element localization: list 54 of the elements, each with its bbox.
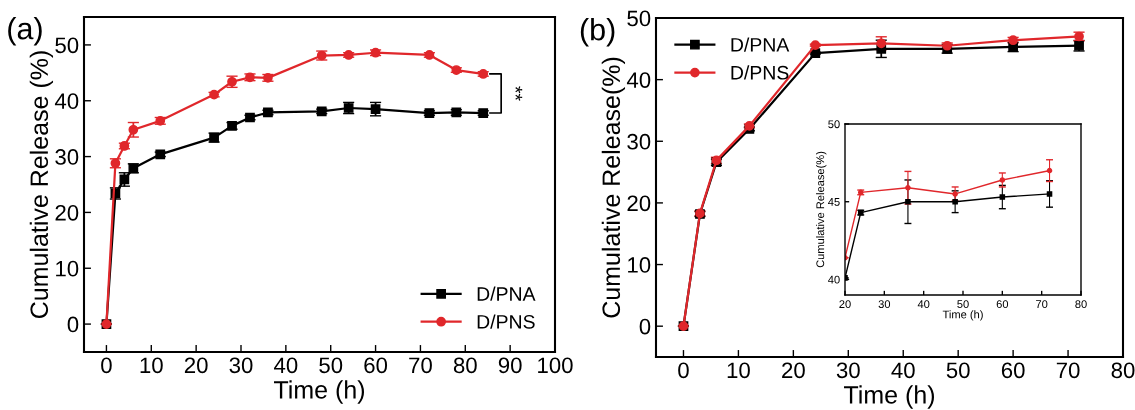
y-tick-label: 45 [828, 198, 840, 206]
x-tick-label: 0 [678, 362, 689, 379]
annotation: ** [515, 86, 523, 101]
x-tick-label: 0 [101, 357, 112, 374]
x-tick-label: 30 [878, 300, 891, 309]
chart-title: (b) [580, 18, 615, 47]
x-tick-label: 60 [1001, 362, 1025, 379]
x-tick-label: 40 [917, 300, 930, 309]
x-axis-title: Time (h) [274, 380, 365, 404]
x-tick-label: 90 [498, 357, 522, 374]
y-tick-label: 20 [627, 195, 651, 212]
y-tick-label: 40 [828, 275, 840, 284]
legend-label: D/PNA [477, 286, 536, 301]
legend-label: D/PNS [731, 65, 789, 80]
x-tick-label: 70 [1036, 300, 1048, 309]
y-axis-title: Cumulative Release(%) [601, 57, 626, 318]
y-tick-label: 0 [67, 316, 79, 333]
x-tick-label: 40 [891, 362, 915, 379]
chart-title: (a) [8, 17, 42, 46]
x-tick-label: 30 [229, 357, 253, 374]
legend-label: D/PNS [477, 314, 535, 329]
x-tick-label: 10 [140, 357, 163, 374]
y-tick-label: 50 [828, 120, 840, 129]
x-tick-label: 100 [538, 357, 573, 374]
y-tick-label: 40 [54, 93, 79, 110]
y-tick-label: 0 [639, 318, 651, 335]
x-tick-label: 20 [782, 362, 805, 379]
y-axis-title: Cumulative Release (%) [29, 51, 54, 318]
x-tick-label: 70 [1056, 362, 1080, 379]
x-tick-label: 80 [453, 357, 477, 374]
y-tick-label: 40 [626, 72, 651, 88]
x-tick-label: 50 [319, 357, 343, 374]
y-tick-label: 50 [55, 37, 79, 54]
x-tick-label: 20 [184, 357, 208, 374]
y-tick-label: 30 [55, 149, 79, 165]
legend-label: D/PNA [731, 37, 790, 52]
y-tick-label: 50 [627, 10, 651, 27]
x-tick-label: 70 [409, 357, 432, 374]
x-tick-label: 40 [274, 357, 298, 374]
y-tick-label: 20 [55, 204, 79, 221]
y-axis-title: Cumulative Release(%) [816, 151, 827, 268]
x-tick-label: 50 [957, 300, 969, 309]
y-tick-label: 30 [627, 133, 651, 150]
y-tick-label: 10 [56, 260, 79, 277]
x-tick-label: 10 [727, 362, 750, 379]
x-axis-title: Time (h) [844, 385, 935, 409]
x-tick-label: 60 [364, 357, 388, 374]
x-tick-label: 80 [1075, 300, 1087, 309]
x-tick-label: 60 [996, 300, 1009, 309]
x-tick-label: 20 [839, 300, 851, 309]
x-tick-label: 50 [946, 362, 970, 379]
x-tick-label: 80 [1111, 362, 1135, 379]
y-tick-label: 10 [628, 257, 651, 273]
x-axis-title: Time (h) [942, 310, 983, 321]
